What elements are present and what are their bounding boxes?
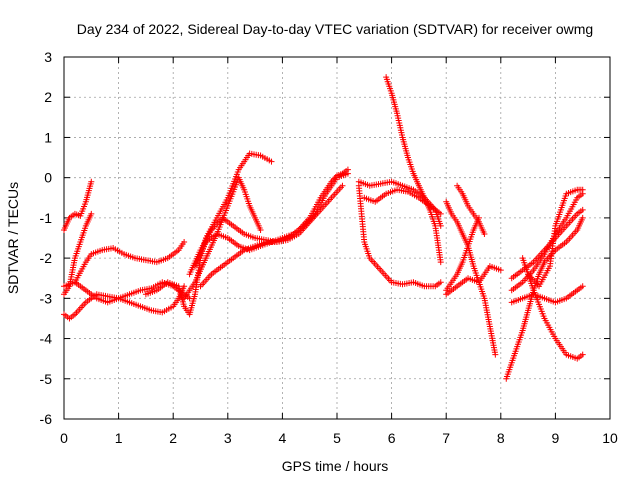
x-tick-label: 8 [497,430,505,446]
series-s22 [508,283,586,306]
series-s6 [142,150,275,318]
x-tick-label: 0 [60,430,68,446]
x-tick-label: 5 [333,430,341,446]
series-s5 [71,239,188,286]
y-tick-label: 3 [44,49,52,65]
data-point [181,283,188,290]
y-tick-label: -2 [40,250,53,266]
data-point [437,279,444,286]
data-point [437,259,444,266]
series-s8 [186,166,351,278]
data-point [339,182,346,189]
chart-title: Day 234 of 2022, Sidereal Day-to-day VTE… [77,21,593,37]
data-point [579,351,586,358]
data-point [579,214,586,221]
series-s24 [525,186,586,290]
x-tick-label: 10 [602,430,618,446]
data-point [579,206,586,213]
x-axis-label: GPS time / hours [282,458,389,474]
x-tick-label: 2 [169,430,177,446]
series-s23 [519,255,586,362]
y-tick-label: -6 [40,411,53,427]
series-s13 [355,178,444,229]
y-tick-label: 2 [44,89,52,105]
axis-ticks [63,56,611,420]
data-point [88,210,95,217]
data-point [579,283,586,290]
data-point [257,226,264,233]
data-points [61,74,586,382]
data-point [268,158,275,165]
series-s7 [181,174,264,302]
tick-labels: 0 1 2 3 4 5 6 7 8 9 10 -6 -5 -4 -3 -2 -1 0 1 2 3 [40,49,618,446]
series-s21 [508,190,586,294]
y-tick-label: -1 [40,210,53,226]
data-point [88,178,95,185]
series-s14 [383,74,444,266]
data-point [181,239,188,246]
data-point [437,222,444,229]
series-s2 [61,210,95,298]
y-tick-label: -5 [40,371,53,387]
y-tick-label: -4 [40,331,53,347]
series-s16 [443,214,482,294]
x-tick-label: 7 [442,430,450,446]
y-tick-label: 1 [44,129,52,145]
y-tick-label: -3 [40,290,53,306]
x-tick-label: 4 [279,430,287,446]
data-point [497,267,504,274]
series-s1 [61,178,95,233]
data-point [437,210,444,217]
x-tick-label: 6 [388,430,396,446]
y-tick-label: 0 [44,170,52,186]
series-s11 [355,182,444,290]
data-point [344,170,351,177]
series-s18 [443,263,504,298]
data-point [481,230,488,237]
grid [64,57,610,419]
data-point [492,351,499,358]
x-tick-label: 3 [224,430,232,446]
series-s17 [454,182,488,237]
y-axis-label: SDTVAR / TECUs [5,182,21,294]
data-point [579,186,586,193]
x-tick-label: 9 [552,430,560,446]
x-tick-label: 1 [115,430,123,446]
series-s10 [197,182,346,290]
